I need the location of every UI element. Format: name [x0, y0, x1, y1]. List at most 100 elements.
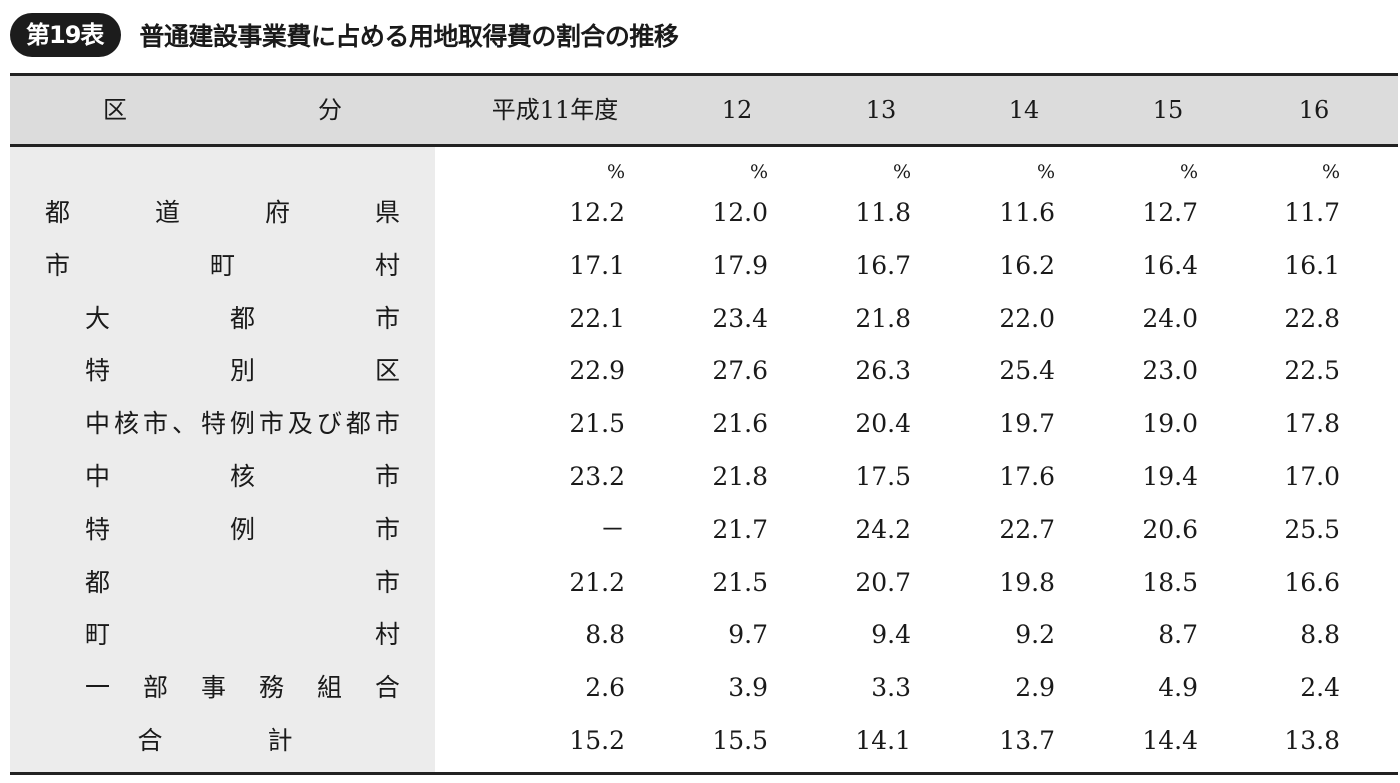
unit-label: % [749, 161, 768, 183]
category-column-background [10, 147, 435, 772]
table-cell: 24.0 [1142, 303, 1198, 333]
row-label-char: 特 [85, 356, 111, 386]
table-row: 市 町 村 17.1 17.9 16.7 16.2 16.4 16.1 [10, 240, 1398, 292]
table-row: 大 都 市 22.1 23.4 21.8 22.0 24.0 22.8 [10, 293, 1398, 345]
row-label-char: 大 [85, 303, 111, 333]
row-label-char: 、 [171, 409, 197, 439]
page-title: 普通建設事業費に占める用地取得費の割合の推移 [139, 22, 679, 51]
row-label-char: 部 [142, 673, 168, 703]
table-cell: 21.5 [569, 409, 625, 439]
table-cell: 19.7 [999, 409, 1055, 439]
table-row: 都市 21.2 21.5 20.7 19.8 18.5 16.6 [10, 557, 1398, 609]
row-label-char: 府 [264, 198, 290, 227]
table-row: 合計 15.2 15.5 14.1 13.7 14.4 13.8 [10, 715, 1398, 767]
row-label-char: 市 [374, 409, 400, 439]
row-label-char: び [316, 409, 342, 439]
table-cell: 22.9 [569, 356, 625, 386]
row-label: 特別区 [85, 345, 400, 397]
table-cell: 17.0 [1284, 462, 1340, 491]
row-label-char: 特 [85, 514, 111, 544]
title-row: 第19表 普通建設事業費に占める用地取得費の割合の推移 [10, 12, 679, 58]
row-label: 合計 [85, 715, 345, 767]
header-year-14: 14 [1008, 96, 1040, 124]
unit-label: % [606, 161, 625, 183]
unit-row: %%%%%% [10, 157, 1398, 187]
header-year-12: 12 [721, 96, 753, 124]
row-label-char: 村 [374, 620, 400, 650]
row-label-char: 別 [229, 356, 255, 386]
row-label-char: 例 [229, 409, 255, 439]
row-label-char: 都 [229, 303, 255, 333]
table-cell: 17.1 [569, 250, 625, 280]
row-label-char: 市 [45, 250, 71, 280]
table-cell: 18.5 [1142, 567, 1198, 597]
table-cell: 15.5 [712, 726, 768, 755]
table-cell: 19.0 [1142, 409, 1198, 439]
table-cell: 21.8 [855, 303, 911, 333]
table-cell: 22.0 [999, 303, 1055, 333]
row-label-char: 都 [85, 567, 111, 597]
table-cell: 20.7 [855, 567, 911, 597]
table-cell: 17.9 [712, 250, 768, 280]
row-label-char: 市 [374, 303, 400, 333]
row-label-char: 町 [209, 250, 235, 280]
row-label-char: 合 [137, 726, 163, 755]
table-row: 特 例 市 － 21.7 24.2 22.7 20.6 25.5 [10, 504, 1398, 556]
row-label: 中核市 [85, 451, 400, 503]
header-year-11: 平成11年度 [491, 96, 619, 124]
table-cell: 12.7 [1142, 198, 1198, 227]
row-label: 中核市、特例市及び都市 [85, 398, 400, 450]
table-row: 都 道 府 県 12.2 12.0 11.8 11.6 12.7 11.7 [10, 187, 1398, 239]
row-label-char: 合 [374, 673, 400, 703]
table-cell: 16.4 [1142, 250, 1198, 280]
table-cell: 22.8 [1284, 303, 1340, 333]
table-cell: 11.6 [999, 198, 1055, 227]
table-row: 中 核 市 23.2 21.8 17.5 17.6 19.4 17.0 [10, 451, 1398, 503]
row-label-char: 区 [374, 356, 400, 386]
row-label: 大都市 [85, 293, 400, 345]
table-cell: 23.0 [1142, 356, 1198, 386]
table-cell: 2.9 [1015, 673, 1055, 703]
table-cell: 15.2 [569, 726, 625, 755]
table-cell: 25.5 [1284, 514, 1340, 544]
row-label-char: 事 [200, 673, 226, 703]
table-cell: 9.2 [1015, 620, 1055, 650]
table-cell: 9.4 [871, 620, 911, 650]
table-cell: 12.2 [569, 198, 625, 227]
row-label-char: 例 [229, 514, 255, 544]
table-cell: 17.5 [855, 462, 911, 491]
header-year-15: 15 [1152, 96, 1184, 124]
table-cell: 24.2 [855, 514, 911, 544]
table-header: 区 分 平成11年度 12 13 14 15 16 [10, 73, 1398, 147]
table-cell: 27.6 [712, 356, 768, 386]
row-label-char: 核 [229, 462, 255, 491]
table-number-badge: 第19表 [10, 13, 122, 57]
table-cell: 3.9 [728, 673, 768, 703]
row-label-char: 村 [374, 250, 400, 280]
table-cell: 11.7 [1284, 198, 1340, 227]
row-label-char: 特 [200, 409, 226, 439]
header-category-char-2: 分 [318, 96, 342, 124]
row-label: 一部事務組合 [85, 662, 400, 714]
row-label-char: 市 [374, 567, 400, 597]
header-year-16: 16 [1298, 96, 1330, 124]
table-cell: 14.1 [855, 726, 911, 755]
row-label-char: 市 [374, 462, 400, 491]
table-cell: 26.3 [855, 356, 911, 386]
table-cell: 8.8 [1300, 620, 1340, 650]
unit-label: % [1321, 161, 1340, 183]
table-cell: 16.6 [1284, 567, 1340, 597]
row-label-char: 市 [374, 514, 400, 544]
row-label-char: 県 [374, 198, 400, 227]
table-cell: 2.4 [1300, 673, 1340, 703]
header-category-char-1: 区 [103, 96, 127, 124]
table-cell: 20.4 [855, 409, 911, 439]
table-cell: 16.1 [1284, 250, 1340, 280]
row-label: 町村 [85, 609, 400, 661]
table-cell: 11.8 [855, 198, 911, 227]
table-cell: 21.5 [712, 567, 768, 597]
row-label-char: 及 [287, 409, 313, 439]
table-cell: 19.4 [1142, 462, 1198, 491]
table-row: 特 別 区 22.9 27.6 26.3 25.4 23.0 22.5 [10, 345, 1398, 397]
unit-label: % [1036, 161, 1055, 183]
